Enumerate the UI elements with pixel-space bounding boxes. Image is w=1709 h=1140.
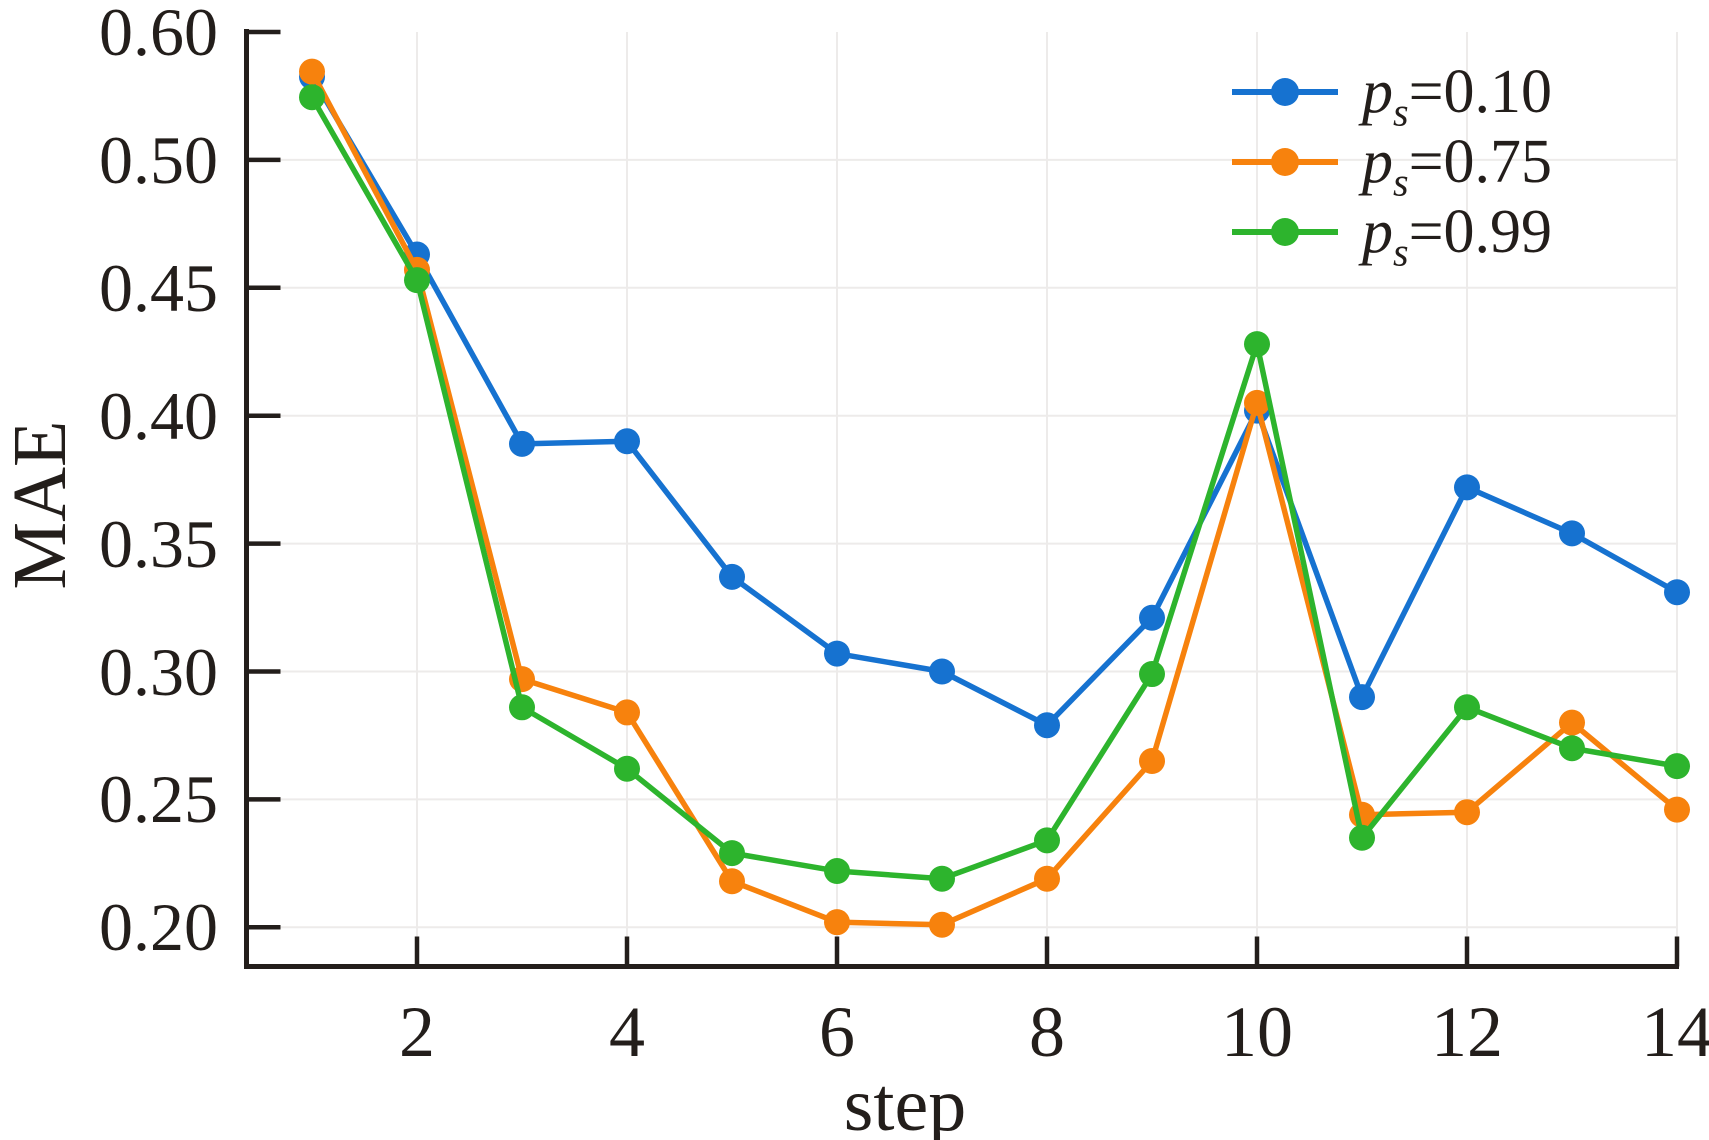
legend-label: ps=0.10 [1362,58,1553,135]
x-axis-tick-label: 2 [399,992,435,1072]
data-point [1559,735,1585,762]
data-point [824,909,850,936]
y-axis-tick-label: 0.50 [99,121,218,198]
data-point [299,58,325,85]
data-point [824,640,850,667]
data-point [1349,684,1375,711]
data-point [1034,865,1060,892]
data-point [1559,709,1585,736]
legend-line-sample [1232,78,1338,106]
x-axis-tick-label: 10 [1221,992,1293,1072]
data-point [509,694,535,721]
legend-marker-icon [1271,148,1299,176]
legend-label: ps=0.75 [1362,128,1553,205]
data-point [1034,712,1060,739]
data-point [1454,694,1480,721]
x-axis-tick-label: 4 [609,992,645,1072]
data-point [719,840,745,867]
data-point [614,755,640,782]
x-axis-tick-label: 12 [1431,992,1503,1072]
data-point [614,699,640,726]
y-axis-tick-label: 0.20 [99,889,218,966]
data-point [929,911,955,938]
data-point [929,658,955,685]
x-axis-tick-label: 6 [819,992,855,1072]
data-point [1139,661,1165,688]
legend-line-sample [1232,218,1338,246]
legend-label: ps=0.99 [1362,198,1553,275]
data-point [509,430,535,457]
y-axis-tick-label: 0.40 [99,377,218,454]
data-point [719,868,745,895]
data-point [1664,796,1690,823]
series-line [309,68,1680,928]
data-point [1559,520,1585,547]
legend-line-sample [1232,148,1338,176]
x-axis-tick-label: 14 [1641,992,1709,1072]
data-point [1139,604,1165,631]
y-axis-tick-label: 0.60 [99,0,218,70]
data-point [1454,474,1480,501]
y-axis-tick-label: 0.30 [99,633,218,710]
x-axis-title: step [843,1063,967,1140]
legend-entry: ps=0.75 [1232,127,1553,205]
x-axis-tick-label: 8 [1029,992,1065,1072]
y-axis-tick-label: 0.35 [99,505,218,582]
data-point [1664,579,1690,606]
data-point [299,84,325,111]
data-point [929,865,955,892]
legend-entry: ps=0.10 [1232,57,1553,135]
data-point [1139,748,1165,775]
y-axis-tick-label: 0.25 [99,761,218,838]
data-point [1454,799,1480,826]
data-point [404,267,430,294]
legend: ps=0.10 ps=0.75 ps=0.99 [1232,57,1553,275]
legend-marker-icon [1271,78,1299,106]
data-point [824,858,850,885]
legend-entry: ps=0.99 [1232,197,1553,275]
data-point [1349,824,1375,851]
data-point [1244,331,1270,358]
data-point [1664,753,1690,780]
data-point [719,563,745,590]
series-line [309,74,1680,728]
data-point [1034,827,1060,854]
y-axis-tick-label: 0.45 [99,249,218,326]
data-point [614,428,640,455]
legend-marker-icon [1271,218,1299,246]
series-line [309,94,1680,882]
data-point [1244,389,1270,416]
